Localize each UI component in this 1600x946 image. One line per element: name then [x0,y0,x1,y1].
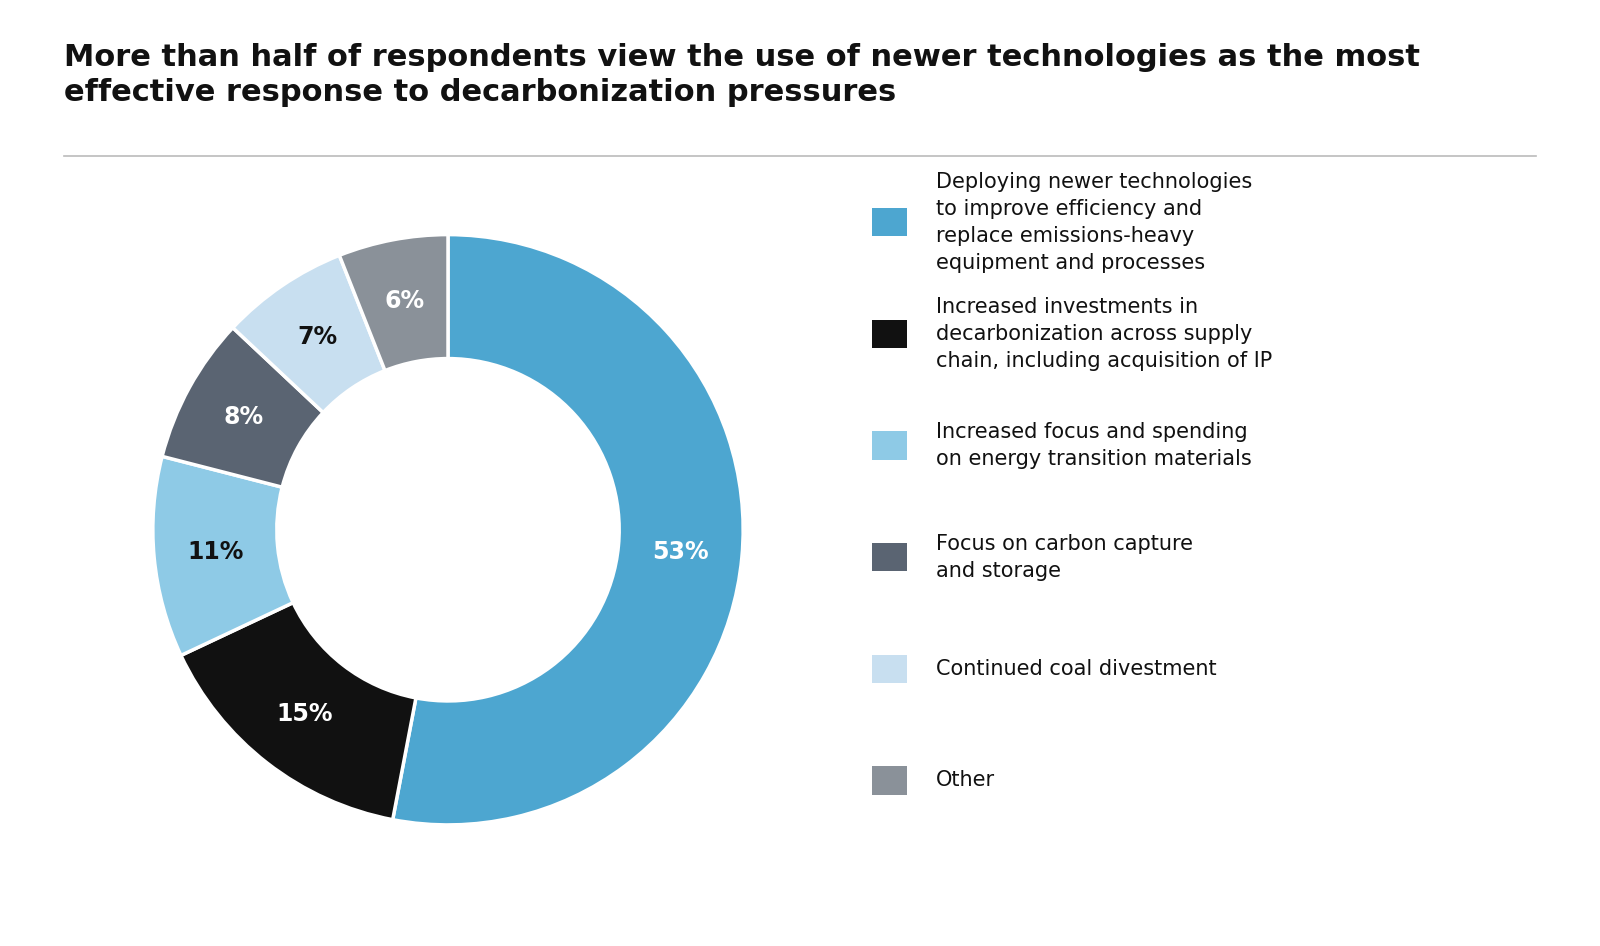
Text: 15%: 15% [277,702,333,726]
Text: Continued coal divestment: Continued coal divestment [936,658,1216,679]
Wedge shape [154,456,293,656]
Wedge shape [339,235,448,371]
Text: 53%: 53% [651,540,709,564]
Text: Focus on carbon capture
and storage: Focus on carbon capture and storage [936,534,1194,581]
Wedge shape [234,255,386,412]
Text: Increased investments in
decarbonization across supply
chain, including acquisit: Increased investments in decarbonization… [936,297,1272,371]
Text: Increased focus and spending
on energy transition materials: Increased focus and spending on energy t… [936,422,1251,469]
Text: 7%: 7% [298,324,338,349]
Text: 6%: 6% [384,289,424,313]
Wedge shape [162,327,323,487]
Text: More than half of respondents view the use of newer technologies as the most
eff: More than half of respondents view the u… [64,43,1421,108]
Text: 11%: 11% [187,540,245,564]
Wedge shape [392,235,742,825]
Text: 8%: 8% [224,406,264,429]
Text: Deploying newer technologies
to improve efficiency and
replace emissions-heavy
e: Deploying newer technologies to improve … [936,171,1253,273]
Wedge shape [181,603,416,819]
Text: Other: Other [936,770,995,791]
